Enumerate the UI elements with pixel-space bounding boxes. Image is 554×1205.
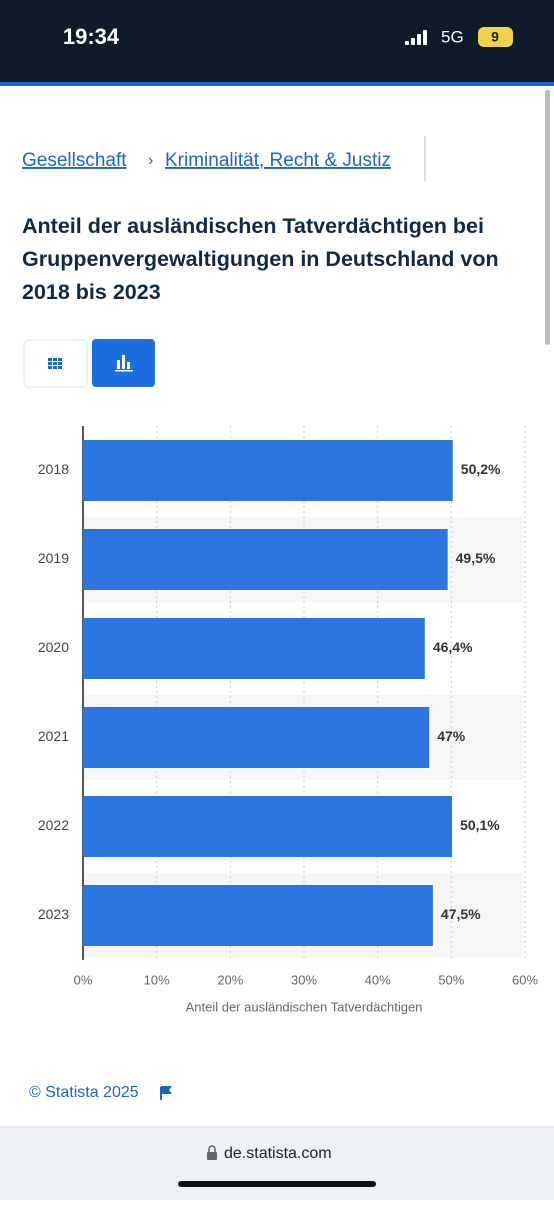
x-tick-label: 40% — [365, 972, 391, 987]
breadcrumb-separator: › — [148, 152, 153, 169]
chart-icon — [115, 355, 133, 372]
value-label: 47% — [437, 728, 466, 744]
breadcrumb-link[interactable]: Kriminalität, Recht & Justiz — [165, 150, 391, 171]
x-axis-label: Anteil der ausländischen Tatverdächtigen — [186, 999, 423, 1014]
lock-icon — [207, 1145, 217, 1160]
value-label: 50,1% — [460, 817, 500, 833]
y-tick-label: 2020 — [38, 639, 69, 655]
bar — [83, 707, 430, 768]
flag-icon[interactable] — [160, 1086, 172, 1100]
bar — [83, 440, 453, 501]
value-label: 47,5% — [441, 906, 481, 922]
chart: 0% 10% 20% 30% 40% 50% 60% 2018 50,2% 2019 49,5% 20… — [38, 426, 538, 1014]
bar — [83, 618, 425, 679]
value-label: 49,5% — [456, 550, 496, 566]
x-tick-label: 10% — [144, 972, 170, 987]
bar — [83, 885, 433, 946]
status-bar — [0, 0, 554, 82]
value-label: 50,2% — [461, 461, 501, 477]
x-tick-label: 20% — [217, 972, 243, 987]
value-label: 46,4% — [433, 639, 473, 655]
copyright[interactable]: © Statista 2025 — [29, 1084, 139, 1101]
chart-title: Anteil der ausländischen Tatverdächtigen… — [22, 214, 499, 304]
y-tick-label: 2023 — [38, 906, 69, 922]
table-icon — [48, 358, 62, 369]
scrollbar — [545, 90, 550, 345]
battery-level: 9 — [491, 29, 499, 45]
y-tick-label: 2022 — [38, 817, 69, 833]
bar — [83, 796, 453, 857]
x-tick-label: 60% — [512, 972, 538, 987]
y-tick-label: 2019 — [38, 550, 69, 566]
header-line — [0, 82, 554, 86]
time: 19:34 — [63, 24, 120, 49]
x-tick-label: 0% — [74, 972, 93, 987]
browser-bar — [0, 1127, 554, 1200]
url[interactable]: de.statista.com — [224, 1145, 332, 1162]
y-tick-label: 2021 — [38, 728, 69, 744]
y-tick-label: 2018 — [38, 461, 69, 477]
network: 5G — [441, 27, 464, 46]
x-tick-label: 30% — [291, 972, 317, 987]
divider — [424, 136, 426, 181]
bar — [83, 529, 448, 590]
home-indicator — [178, 1181, 376, 1187]
breadcrumb-link[interactable]: Gesellschaft — [22, 150, 127, 171]
signal — [405, 30, 427, 45]
x-tick-label: 50% — [438, 972, 464, 987]
battery — [478, 27, 513, 47]
